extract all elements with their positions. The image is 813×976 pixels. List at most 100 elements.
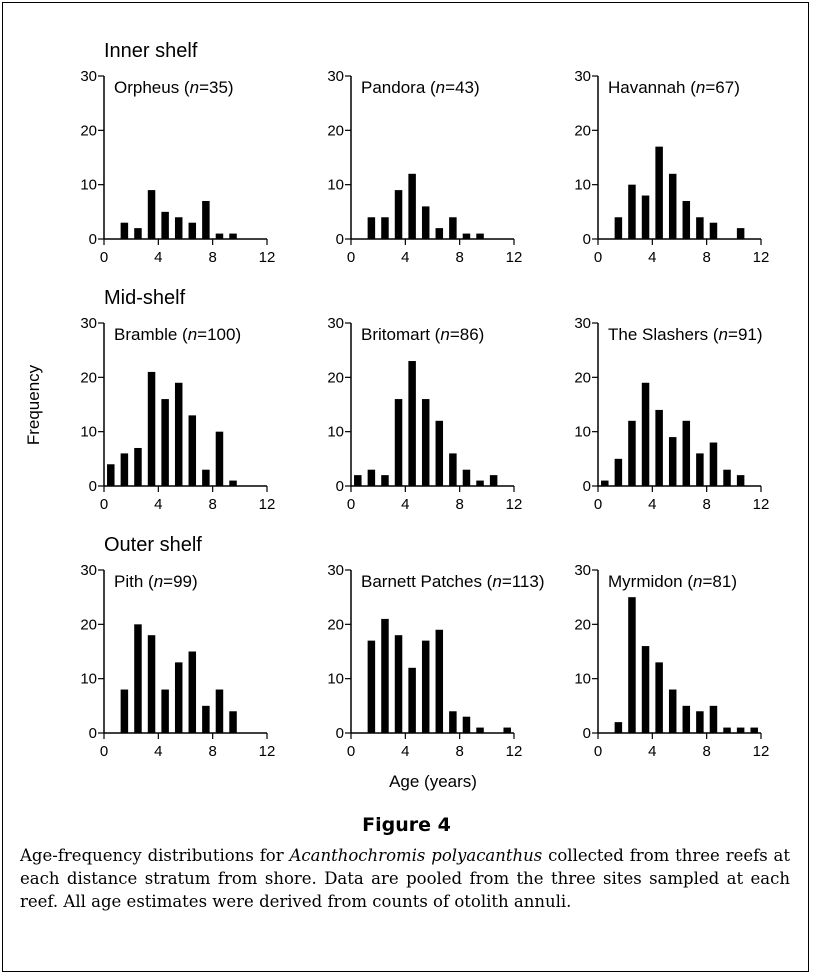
histogram-bar [462, 233, 471, 239]
histogram-bar [147, 190, 156, 239]
histogram-bar [367, 640, 376, 733]
caption-text-post: collected from three reefs at each dista… [20, 846, 791, 911]
histogram-bar [394, 399, 403, 486]
histogram-bar [696, 711, 704, 733]
histogram-bar [641, 646, 650, 733]
figure-caption: Age-frequency distributions for Acanthoc… [20, 844, 790, 913]
panel-label: Bramble (n=100) [114, 325, 241, 344]
histogram-bar [449, 453, 457, 486]
y-tick-label: 20 [80, 369, 97, 386]
y-tick-label: 20 [80, 122, 97, 139]
x-tick-label: 12 [259, 743, 276, 760]
histogram-bar [367, 217, 376, 239]
panel-label: Orpheus (n=35) [114, 78, 234, 97]
histogram-bar [462, 716, 471, 733]
histogram-bar [107, 464, 115, 486]
histogram-panel: 0 10 20 30 0 4 8 12 Pandora (n=43) [327, 68, 522, 266]
histogram-bar [435, 420, 444, 486]
histogram-bar [394, 635, 403, 733]
y-tick-label: 30 [327, 315, 344, 332]
section-title: Outer shelf [104, 534, 202, 556]
histogram-bar [161, 689, 169, 733]
histogram-bar [462, 469, 471, 486]
histogram-bar [202, 469, 210, 486]
histogram-panel: 0 10 20 30 0 4 8 12 Havannah (n=67) [574, 68, 769, 266]
histogram-bar [503, 727, 511, 733]
histogram-bar [449, 711, 457, 733]
histogram-bar [668, 689, 677, 733]
figure-heading: Figure 4 [362, 814, 451, 836]
y-tick-label: 20 [574, 122, 591, 139]
histogram-bar [655, 146, 663, 239]
x-tick-label: 12 [259, 496, 276, 513]
y-tick-label: 30 [327, 68, 344, 85]
y-tick-label: 20 [574, 369, 591, 386]
histogram-bar [174, 662, 183, 733]
histogram-bar [641, 382, 650, 486]
histogram-bar [723, 469, 731, 486]
y-tick-label: 0 [336, 231, 344, 248]
histogram-panel: 0 10 20 30 0 4 8 12 Bramble (n=100) [80, 315, 275, 513]
histogram-bar [709, 222, 718, 239]
histogram-bar [421, 206, 430, 239]
histogram-bar [134, 447, 142, 486]
x-tick-label: 0 [100, 496, 108, 513]
y-tick-label: 30 [80, 68, 97, 85]
shelf-group: Outer shelf 0 10 20 30 0 4 8 12 Pith (n=99) 0 10 20 3… [80, 534, 769, 760]
y-tick-label: 0 [583, 478, 591, 495]
y-tick-label: 30 [574, 315, 591, 332]
x-tick-label: 4 [648, 249, 656, 266]
x-tick-label: 0 [100, 743, 108, 760]
y-tick-label: 30 [574, 562, 591, 579]
panel-label: The Slashers (n=91) [608, 325, 763, 344]
section-title: Mid-shelf [104, 287, 186, 309]
histogram-bar [668, 173, 677, 239]
y-tick-label: 30 [80, 315, 97, 332]
histogram-bar [120, 689, 129, 733]
histogram-bar [229, 480, 237, 486]
histogram-bar [614, 458, 623, 486]
histogram-bar [668, 437, 677, 486]
histogram-bar [161, 211, 169, 239]
x-tick-label: 12 [753, 496, 770, 513]
histogram-bar [188, 222, 197, 239]
histogram-bar [614, 217, 623, 239]
y-axis-title: Frequency [24, 364, 43, 445]
histogram-bar [381, 618, 389, 733]
y-tick-label: 20 [327, 122, 344, 139]
x-tick-label: 12 [506, 743, 523, 760]
x-tick-label: 4 [648, 496, 656, 513]
histogram-bar [381, 217, 389, 239]
histogram-bar [147, 635, 156, 733]
y-tick-label: 20 [80, 616, 97, 633]
histogram-bar [682, 705, 691, 733]
histogram-bar [696, 453, 704, 486]
histogram-bar [709, 705, 718, 733]
x-tick-label: 12 [753, 249, 770, 266]
histogram-bar [489, 475, 498, 486]
y-tick-label: 30 [80, 562, 97, 579]
x-tick-label: 8 [702, 743, 710, 760]
x-tick-label: 8 [455, 249, 463, 266]
x-tick-label: 12 [753, 743, 770, 760]
histogram-bar [601, 480, 609, 486]
y-tick-label: 10 [327, 424, 344, 441]
histogram-bar [188, 415, 197, 486]
histogram-bar [147, 371, 156, 486]
x-tick-label: 0 [347, 743, 355, 760]
caption-species: Acanthochromis polyacanthus [289, 846, 543, 865]
histogram-bar [614, 722, 623, 733]
y-tick-label: 0 [583, 725, 591, 742]
y-tick-label: 10 [574, 424, 591, 441]
panel-label: Britomart (n=86) [361, 325, 484, 344]
x-tick-label: 0 [594, 743, 602, 760]
histogram-panel: 0 10 20 30 0 4 8 12 Britomart (n=86) [327, 315, 522, 513]
histogram-bar [476, 233, 484, 239]
x-tick-label: 0 [594, 249, 602, 266]
histogram-bar [655, 662, 663, 733]
histogram-panel: 0 10 20 30 0 4 8 12 Barnett Patches (n=113) [327, 562, 544, 760]
x-tick-label: 12 [506, 249, 523, 266]
panel-label: Myrmidon (n=81) [608, 572, 737, 591]
panel-label: Pandora (n=43) [361, 78, 480, 97]
